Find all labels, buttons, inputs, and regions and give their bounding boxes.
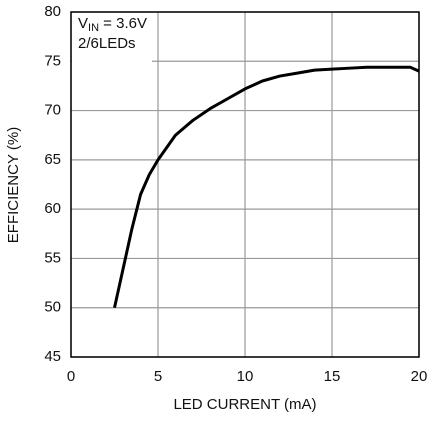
x-tick-label: 20: [411, 368, 428, 385]
annotation-line2: 2/6LEDs: [78, 35, 136, 52]
y-tick-label: 60: [44, 200, 61, 217]
y-axis-label: EFFICIENCY (%): [5, 127, 22, 243]
x-tick-label: 15: [324, 368, 341, 385]
x-axis-label: LED CURRENT (mA): [173, 396, 316, 413]
annotation-box: [72, 13, 152, 68]
annotation-symbol: V: [78, 15, 88, 32]
annotation-text: = 3.6V: [99, 15, 147, 32]
plot-frame: [70, 11, 420, 358]
y-tick-label: 65: [44, 151, 61, 168]
y-tick-label: 80: [44, 3, 61, 20]
data-line: [113, 65, 420, 309]
annotation-subscript: IN: [88, 22, 99, 34]
x-tick-label: 0: [67, 368, 75, 385]
y-tick-label: 55: [44, 249, 61, 266]
y-tick-label: 75: [44, 52, 61, 69]
y-tick-label: 70: [44, 102, 61, 119]
x-tick-label: 10: [237, 368, 254, 385]
x-tick-label: 5: [154, 368, 162, 385]
y-tick-label: 45: [44, 348, 61, 365]
annotation: VIN = 3.6V: [78, 15, 147, 34]
y-tick-label: 50: [44, 299, 61, 316]
